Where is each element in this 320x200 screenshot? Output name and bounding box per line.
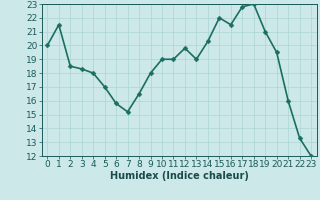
X-axis label: Humidex (Indice chaleur): Humidex (Indice chaleur)	[110, 171, 249, 181]
